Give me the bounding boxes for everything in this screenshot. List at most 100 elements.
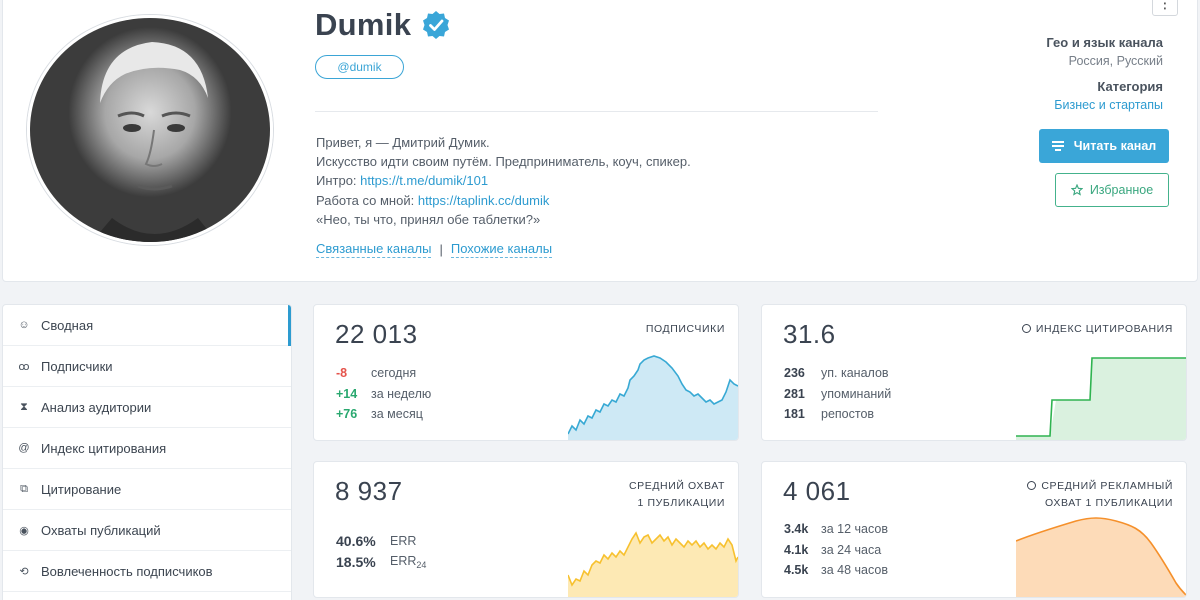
ad-reach-label: СРЕДНИЙ РЕКЛАМНЫЙ ОХВАТ 1 ПУБЛИКАЦИИ xyxy=(1027,478,1173,512)
stat-row: 40.6% ERR xyxy=(336,530,426,551)
channel-description: Привет, я — Дмитрий Думик. Искусство идт… xyxy=(316,133,691,229)
stat-text: сегодня xyxy=(371,366,417,381)
header-divider xyxy=(315,111,878,112)
clock-icon xyxy=(1027,481,1037,490)
sidebar-item-citation-index[interactable]: @ Индекс цитирования xyxy=(3,428,291,469)
stat-row: 181 репостов xyxy=(784,404,891,425)
description-line: Искусство идти своим путём. Предпринимат… xyxy=(316,154,691,170)
description-quote: «Нео, ты что, принял обе таблетки?» xyxy=(316,211,541,227)
stat-text: за неделю xyxy=(371,386,432,401)
reach-label-line: 1 ПУБЛИКАЦИИ xyxy=(637,497,725,509)
stat-row: +14 за неделю xyxy=(336,384,431,405)
sidebar-item-subscribers[interactable]: ꝏ Подписчики xyxy=(3,346,291,387)
sidebar-item-audience[interactable]: ⧗ Анализ аудитории xyxy=(3,387,291,428)
stat-row: +76 за месяц xyxy=(336,404,431,425)
sidebar-item-label: Подписчики xyxy=(41,358,113,374)
hourglass-icon: ⧗ xyxy=(20,400,28,413)
channel-handle-badge[interactable]: @dumik xyxy=(315,55,404,79)
sidebar-item-label: Вовлеченность подписчиков xyxy=(41,563,213,579)
category-value[interactable]: Бизнес и стартапы xyxy=(1054,98,1163,112)
stat-text: репостов xyxy=(821,407,875,422)
related-channels-link[interactable]: Связанные каналы xyxy=(316,241,432,258)
sidebar-item-label: Анализ аудитории xyxy=(41,399,152,415)
at-icon: @ xyxy=(18,442,30,454)
subscribers-card[interactable]: 22 013 ПОДПИСЧИКИ -8 сегодня +14 за неделю… xyxy=(313,304,739,441)
stat-number: 281 xyxy=(784,386,805,401)
sidebar-item-label: Охваты публикаций xyxy=(41,522,161,538)
category-block: Категория Бизнес и стартапы xyxy=(1054,79,1163,112)
stat-row: 3.4k за 12 часов xyxy=(784,519,888,540)
star-icon xyxy=(1070,184,1083,196)
sidebar-item-engagement[interactable]: ⟲ Вовлеченность подписчиков xyxy=(3,551,291,592)
stat-text: ERR24 xyxy=(390,554,426,570)
eye-icon: ◉ xyxy=(19,524,29,537)
stat-row: 4.1k за 24 часа xyxy=(784,540,888,561)
reach-card[interactable]: 8 937 СРЕДНИЙ ОХВАТ 1 ПУБЛИКАЦИИ 40.6% ER… xyxy=(313,461,739,598)
sidebar-item-reach[interactable]: ◉ Охваты публикаций xyxy=(3,510,291,551)
read-channel-button[interactable]: Читать канал xyxy=(1039,129,1169,163)
sidebar-item-label: Индекс цитирования xyxy=(41,440,167,456)
sidebar-item-label: Сводная xyxy=(41,317,94,333)
sidebar-item-summary[interactable]: ☺ Сводная xyxy=(3,305,291,346)
sidebar-nav: ☺ Сводная ꝏ Подписчики ⧗ Анализ аудитори… xyxy=(2,304,292,600)
stat-text: за месяц xyxy=(371,407,423,422)
read-icon xyxy=(1051,141,1064,151)
stat-number: 4.1k xyxy=(784,542,809,557)
citation-stats: 236 уп. каналов 281 упоминаний 181 репостов xyxy=(784,363,891,425)
stat-text: ERR xyxy=(390,533,417,548)
similar-channels-link[interactable]: Похожие каналы xyxy=(450,241,553,258)
more-options-icon[interactable]: ⋮ xyxy=(1152,0,1178,16)
stat-number: 4.5k xyxy=(784,563,809,578)
read-channel-label: Читать канал xyxy=(1073,139,1157,153)
reach-label: СРЕДНИЙ ОХВАТ 1 ПУБЛИКАЦИИ xyxy=(629,478,725,512)
links-separator: | xyxy=(439,242,443,257)
stat-row: 4.5k за 48 часов xyxy=(784,560,888,581)
subscribers-label: ПОДПИСЧИКИ xyxy=(645,323,725,335)
ad-reach-stats: 3.4k за 12 часов 4.1k за 24 часа 4.5k за 48… xyxy=(784,519,888,581)
err-text: ERR xyxy=(390,553,417,568)
users-icon: ꝏ xyxy=(18,360,30,373)
stat-number: +14 xyxy=(336,386,358,401)
stat-text: за 48 часов xyxy=(821,563,888,578)
reach-stats: 40.6% ERR 18.5% ERR24 xyxy=(336,530,426,572)
stat-row: 236 уп. каналов xyxy=(784,363,891,384)
quote-icon: ⧉ xyxy=(20,482,28,495)
stat-number: 181 xyxy=(784,407,805,422)
subscribers-stats: -8 сегодня +14 за неделю +76 за месяц xyxy=(336,363,431,425)
related-links: Связанные каналы | Похожие каналы xyxy=(316,241,553,258)
summary-icon: ☺ xyxy=(18,319,30,331)
stat-number: -8 xyxy=(336,366,348,381)
citation-index-label-text: ИНДЕКС ЦИТИРОВАНИЯ xyxy=(1035,323,1173,335)
stat-number: +76 xyxy=(336,407,358,422)
geo-value: Россия, Русский xyxy=(1068,54,1163,68)
ad-reach-card[interactable]: 4 061 СРЕДНИЙ РЕКЛАМНЫЙ ОХВАТ 1 ПУБЛИКАЦ… xyxy=(761,461,1187,598)
favorite-button[interactable]: Избранное xyxy=(1055,173,1169,207)
err-subscript: 24 xyxy=(416,559,427,570)
channel-header-card: Dumik @dumik Привет, я — Дмитрий Думик. … xyxy=(2,0,1198,282)
stat-text: упоминаний xyxy=(821,386,892,401)
stat-number: 236 xyxy=(784,366,805,381)
citation-index-sparkline xyxy=(1016,357,1186,440)
sidebar-item-citations[interactable]: ⧉ Цитирование xyxy=(3,469,291,510)
citation-index-label: ИНДЕКС ЦИТИРОВАНИЯ xyxy=(1021,321,1173,338)
work-link[interactable]: https://taplink.cc/dumik xyxy=(417,192,550,208)
citation-index-card[interactable]: 31.6 ИНДЕКС ЦИТИРОВАНИЯ 236 уп. каналов 2… xyxy=(761,304,1187,441)
intro-label: Интро: xyxy=(316,173,361,189)
channel-title: Dumik xyxy=(315,7,412,42)
stat-text: за 12 часов xyxy=(821,522,888,537)
ad-reach-label-line: ОХВАТ 1 ПУБЛИКАЦИИ xyxy=(1045,497,1173,509)
stat-row: 18.5% ERR24 xyxy=(336,551,426,572)
engagement-icon: ⟲ xyxy=(19,565,29,578)
reach-sparkline xyxy=(568,531,738,597)
geo-block: Гео и язык канала Россия, Русский xyxy=(1046,35,1163,68)
reach-value: 8 937 xyxy=(335,476,403,506)
ad-reach-label-line: СРЕДНИЙ РЕКЛАМНЫЙ xyxy=(1041,480,1173,492)
stat-text: уп. каналов xyxy=(821,366,889,381)
intro-link[interactable]: https://t.me/dumik/101 xyxy=(360,173,489,189)
channel-avatar xyxy=(27,15,273,245)
subscribers-sparkline xyxy=(568,355,738,440)
clock-icon xyxy=(1021,324,1031,333)
ad-reach-sparkline xyxy=(1016,517,1186,597)
description-line: Привет, я — Дмитрий Думик. xyxy=(316,135,490,150)
stat-number: 18.5% xyxy=(336,553,376,570)
